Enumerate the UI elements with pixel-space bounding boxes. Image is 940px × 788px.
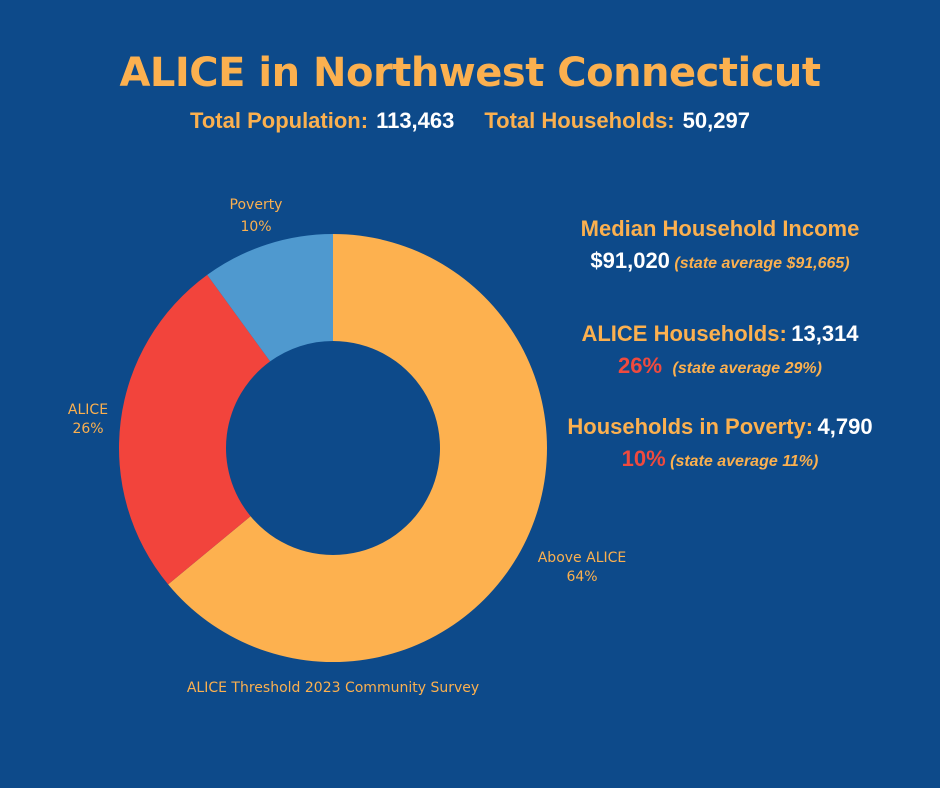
alice-households-value: 13,314 — [791, 321, 859, 346]
slice-above-alice — [168, 234, 547, 663]
slice-label-poverty: Poverty — [230, 197, 283, 213]
population-value: 113,463 — [376, 108, 455, 133]
page-title: ALICE in Northwest Connecticut — [119, 50, 821, 96]
poverty-households-state-average: (state average 11%) — [670, 453, 819, 470]
median-income-label: Median Household Income — [580, 216, 860, 241]
slice-poverty — [207, 234, 333, 362]
slice-label-above-alice: Above ALICE — [538, 550, 627, 566]
slice-alice — [118, 274, 271, 585]
households-label: Total Households: — [484, 108, 675, 133]
households-value: 50,297 — [682, 108, 750, 133]
chart-source: ALICE Threshold 2023 Community Survey — [187, 680, 479, 696]
median-income-value: $91,020 — [590, 248, 670, 273]
median-income-block: Median Household Income $91,020 (state a… — [560, 216, 880, 274]
alice-households-block: ALICE Households: 13,314 26% (state aver… — [560, 321, 880, 379]
poverty-households-block: Households in Poverty: 4,790 10% (state … — [560, 414, 880, 472]
alice-households-label: ALICE Households: — [581, 321, 787, 346]
poverty-households-pct: 10% — [621, 446, 666, 471]
slice-pct-alice: 26% — [72, 421, 103, 437]
alice-households-pct: 26% — [618, 353, 663, 378]
population-label: Total Population: — [190, 108, 369, 133]
poverty-households-value: 4,790 — [817, 414, 873, 439]
slice-pct-above-alice: 64% — [566, 569, 597, 585]
slice-label-alice: ALICE — [68, 402, 108, 418]
slice-pct-poverty: 10% — [240, 219, 271, 235]
alice-households-state-average: (state average 29%) — [672, 360, 822, 377]
poverty-households-label: Households in Poverty: — [567, 414, 814, 439]
median-income-state-average: (state average $91,665) — [674, 255, 850, 272]
totals-row: Total Population: 113,463 Total Households… — [0, 108, 940, 134]
